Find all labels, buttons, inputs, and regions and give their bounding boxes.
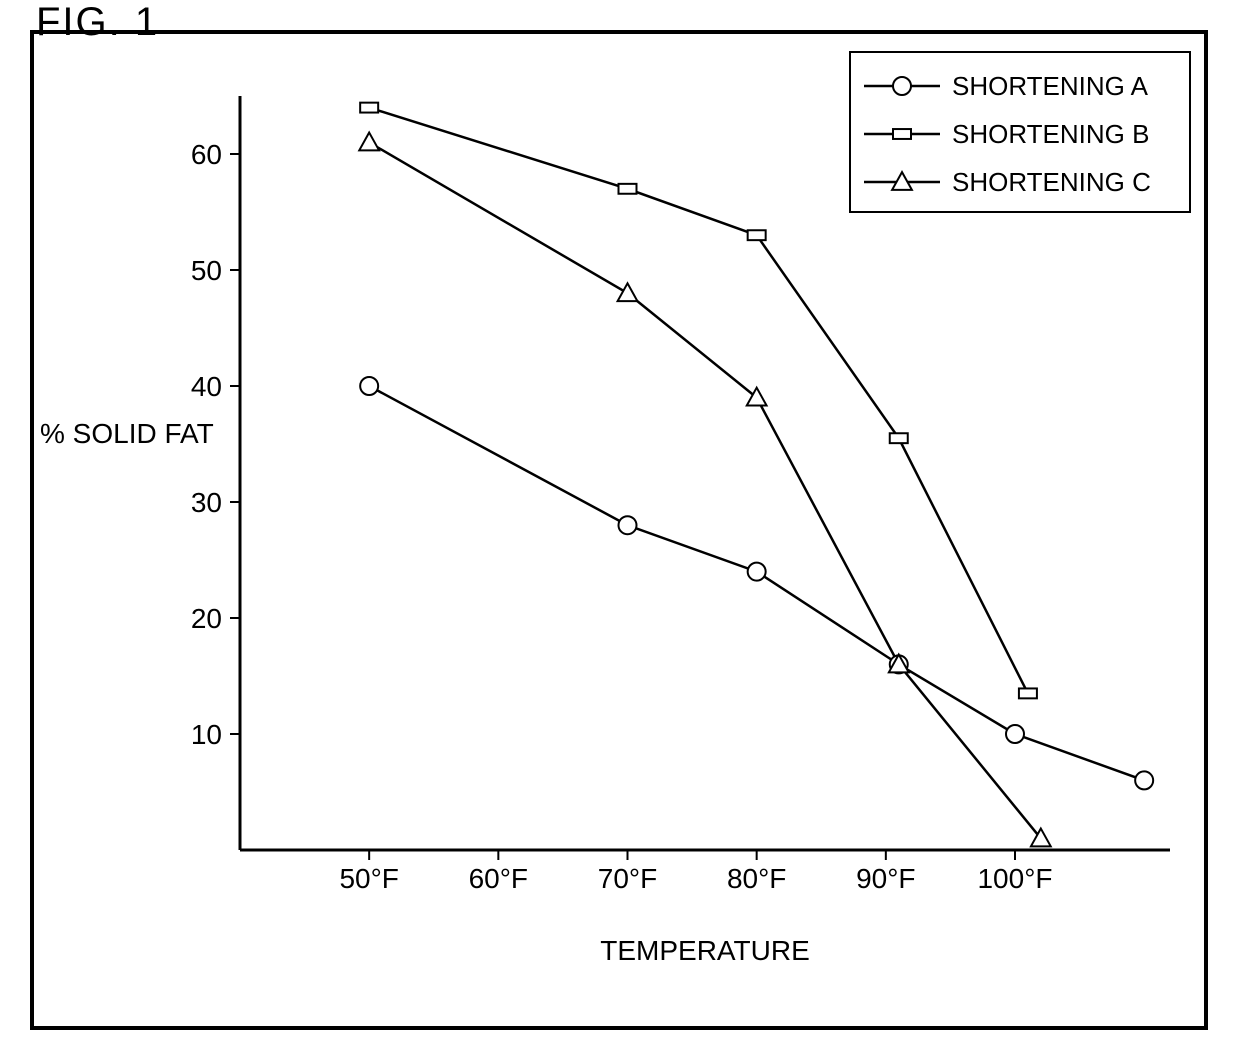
- y-tick-label: 60: [191, 139, 222, 170]
- triangle-marker: [618, 283, 638, 301]
- chart-svg: 10 20 30 40 50 60 50°F 60°F 70°F 80°F 90°F 100°F TEM…: [34, 34, 1204, 1026]
- circle-marker: [619, 516, 637, 534]
- page: FIG. 1 10203040506050°F60°F70°F80°F90°F1…: [0, 0, 1240, 1046]
- circle-marker: [1006, 725, 1024, 743]
- x-axis-label: TEMPERATURE: [600, 935, 810, 966]
- x-tick-label: 60°F: [469, 863, 528, 894]
- square-marker: [893, 129, 911, 139]
- square-marker: [619, 184, 637, 194]
- x-tick-label: 80°F: [727, 863, 786, 894]
- square-marker: [1019, 688, 1037, 698]
- legend-label: SHORTENING A: [952, 71, 1149, 101]
- circle-marker: [748, 563, 766, 581]
- triangle-marker: [747, 388, 767, 406]
- x-tick-label: 50°F: [339, 863, 398, 894]
- square-marker: [748, 230, 766, 240]
- y-tick-label: 10: [191, 719, 222, 750]
- circle-marker: [1135, 771, 1153, 789]
- circle-marker: [893, 77, 911, 95]
- x-tick-label: 70°F: [598, 863, 657, 894]
- square-marker: [890, 433, 908, 443]
- y-tick-label: 20: [191, 603, 222, 634]
- triangle-marker: [359, 133, 379, 151]
- y-tick-label: 30: [191, 487, 222, 518]
- chart-frame: 10 20 30 40 50 60 50°F 60°F 70°F 80°F 90°F 100°F TEM…: [30, 30, 1208, 1030]
- circle-marker: [360, 377, 378, 395]
- y-tick-label: 50: [191, 255, 222, 286]
- x-tick-label: 90°F: [856, 863, 915, 894]
- y-tick-label: 40: [191, 371, 222, 402]
- legend-label: SHORTENING B: [952, 119, 1149, 149]
- square-marker: [360, 103, 378, 113]
- y-axis-label: % SOLID FAT: [40, 418, 214, 449]
- legend-label: SHORTENING C: [952, 167, 1151, 197]
- series-line: [369, 142, 1041, 838]
- series-line: [369, 386, 1144, 780]
- x-tick-label: 100°F: [977, 863, 1052, 894]
